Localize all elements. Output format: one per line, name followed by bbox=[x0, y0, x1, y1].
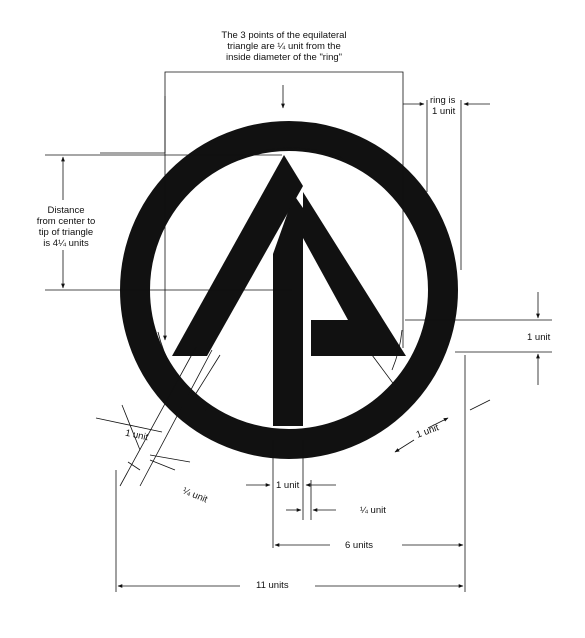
distance-note-line2: from center to bbox=[36, 216, 96, 227]
distance-note-line1: Distance bbox=[47, 205, 85, 216]
distance-note-line4: is 4¼ units bbox=[43, 238, 89, 249]
six-units-label: 6 units bbox=[345, 540, 373, 551]
top-note-line1: The 3 points of the equilateral bbox=[221, 30, 347, 41]
right-unit-label: 1 unit bbox=[527, 332, 551, 343]
ring-note-line2: 1 unit bbox=[432, 106, 456, 117]
logo-mark bbox=[172, 155, 406, 426]
logo-right-arm bbox=[303, 192, 406, 356]
top-note: The 3 points of the equilateral triangle… bbox=[200, 30, 368, 63]
dimension-lines bbox=[45, 71, 552, 592]
logo-left-slash bbox=[172, 155, 303, 356]
logo-stem bbox=[273, 195, 303, 426]
ring-note-line1: ring is bbox=[430, 95, 456, 106]
distance-note-line3: tip of triangle bbox=[38, 227, 94, 238]
top-note-line2: triangle are ¼ unit from the bbox=[227, 41, 341, 52]
distance-note: Distance from center to tip of triangle … bbox=[22, 205, 110, 249]
top-note-line3: inside diameter of the "ring" bbox=[225, 52, 343, 63]
eleven-units-label: 11 units bbox=[256, 580, 289, 591]
stem-quarter-label: ¼ unit bbox=[360, 505, 386, 516]
ring-note: ring is 1 unit bbox=[430, 95, 455, 117]
stem-unit-label: 1 unit bbox=[276, 480, 300, 491]
inner-arc-guides bbox=[157, 147, 403, 411]
